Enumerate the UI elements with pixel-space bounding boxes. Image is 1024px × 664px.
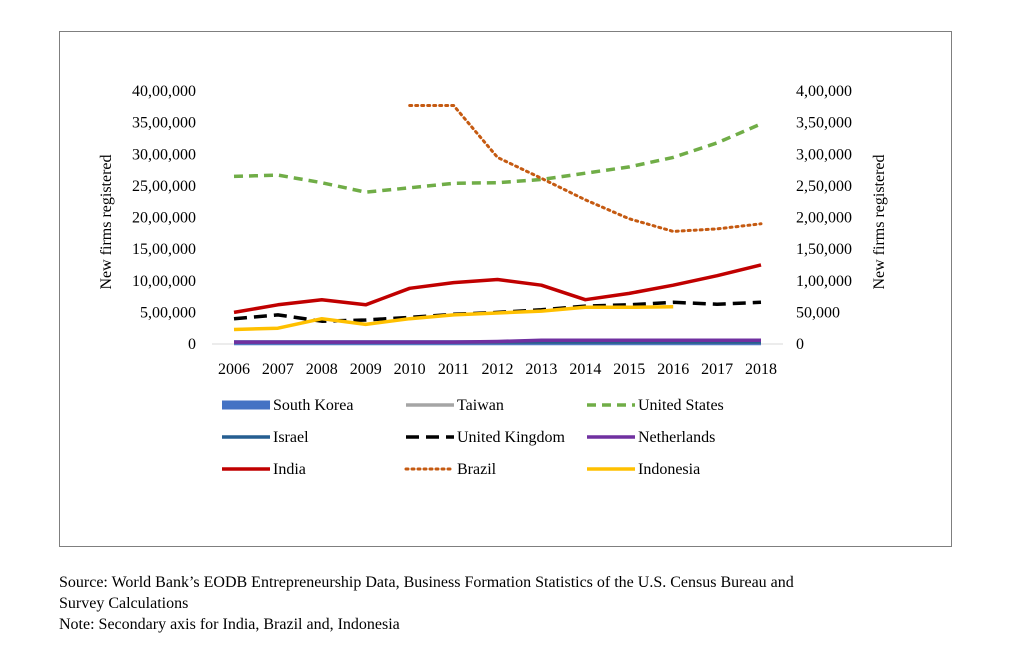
line-chart: 0 5,00,000 10,00,000 15,00,000 20,00,000 25,0… [98, 83, 888, 478]
legend-label: India [273, 461, 306, 478]
series-line-indonesia [233, 304, 674, 332]
x-tick-label: 2011 [438, 361, 469, 378]
series-line-united-states [233, 122, 762, 194]
source-line-2: Survey Calculations [59, 595, 189, 612]
series-line-netherlands [234, 338, 761, 344]
note-line: Note: Secondary axis for India, Brazil a… [59, 616, 400, 633]
y-axis-label-left: New firms registered [98, 154, 115, 289]
right-tick-label: 3,50,000 [796, 115, 852, 132]
x-tick-label: 2016 [657, 361, 689, 378]
x-tick-label: 2006 [218, 361, 250, 378]
x-tick-label: 2017 [701, 361, 733, 378]
legend-label: Netherlands [638, 429, 715, 446]
legend-label: Israel [273, 429, 309, 446]
x-tick-label: 2013 [525, 361, 557, 378]
left-axis-ticks: 0 5,00,000 10,00,000 15,00,000 20,00,000 25,0… [132, 83, 196, 353]
series-line-india [233, 263, 762, 315]
legend-label: Indonesia [638, 461, 700, 478]
right-tick-label: 1,50,000 [796, 241, 852, 258]
left-tick-label: 20,00,000 [132, 210, 196, 227]
legend-label: United States [638, 397, 724, 414]
right-tick-label: 0 [796, 336, 804, 353]
x-tick-label: 2012 [482, 361, 514, 378]
series-lines [233, 104, 763, 346]
left-tick-label: 10,00,000 [132, 273, 196, 290]
left-tick-label: 0 [188, 336, 196, 353]
right-tick-label: 2,50,000 [796, 178, 852, 195]
x-tick-label: 2007 [262, 361, 294, 378]
right-axis-ticks: 0 50,000 1,00,000 1,50,000 2,00,000 2,50,000 3… [796, 83, 852, 353]
x-tick-label: 2014 [569, 361, 601, 378]
right-tick-label: 4,00,000 [796, 83, 852, 100]
legend-label: United Kingdom [457, 429, 566, 446]
legend-label: Taiwan [457, 397, 504, 414]
left-tick-label: 15,00,000 [132, 241, 196, 258]
x-tick-label: 2008 [306, 361, 338, 378]
x-tick-label: 2009 [350, 361, 382, 378]
chart-frame: 0 5,00,000 10,00,000 15,00,000 20,00,000 25,0… [59, 31, 952, 547]
left-tick-label: 35,00,000 [132, 115, 196, 132]
legend: South Korea Taiwan United States Israel Unit… [222, 397, 724, 478]
legend-label: Brazil [457, 461, 497, 478]
right-tick-label: 3,00,000 [796, 146, 852, 163]
x-tick-label: 2015 [613, 361, 645, 378]
y-axis-label-right: New firms registered [871, 154, 888, 289]
x-tick-label: 2010 [394, 361, 426, 378]
legend-label: South Korea [273, 397, 353, 414]
left-tick-label: 40,00,000 [132, 83, 196, 100]
left-tick-label: 30,00,000 [132, 146, 196, 163]
series-line-brazil [408, 104, 763, 233]
right-tick-label: 2,00,000 [796, 210, 852, 227]
source-line-1: Source: World Bank’s EODB Entrepreneursh… [59, 574, 794, 591]
x-axis-ticks: 2006 2007 2008 2009 2010 2011 2012 2013 2014 2015… [218, 361, 777, 378]
right-tick-label: 50,000 [796, 304, 840, 321]
x-tick-label: 2018 [745, 361, 777, 378]
left-tick-label: 25,00,000 [132, 178, 196, 195]
right-tick-label: 1,00,000 [796, 273, 852, 290]
left-tick-label: 5,00,000 [140, 304, 196, 321]
caption: Source: World Bank’s EODB Entrepreneursh… [59, 572, 989, 635]
